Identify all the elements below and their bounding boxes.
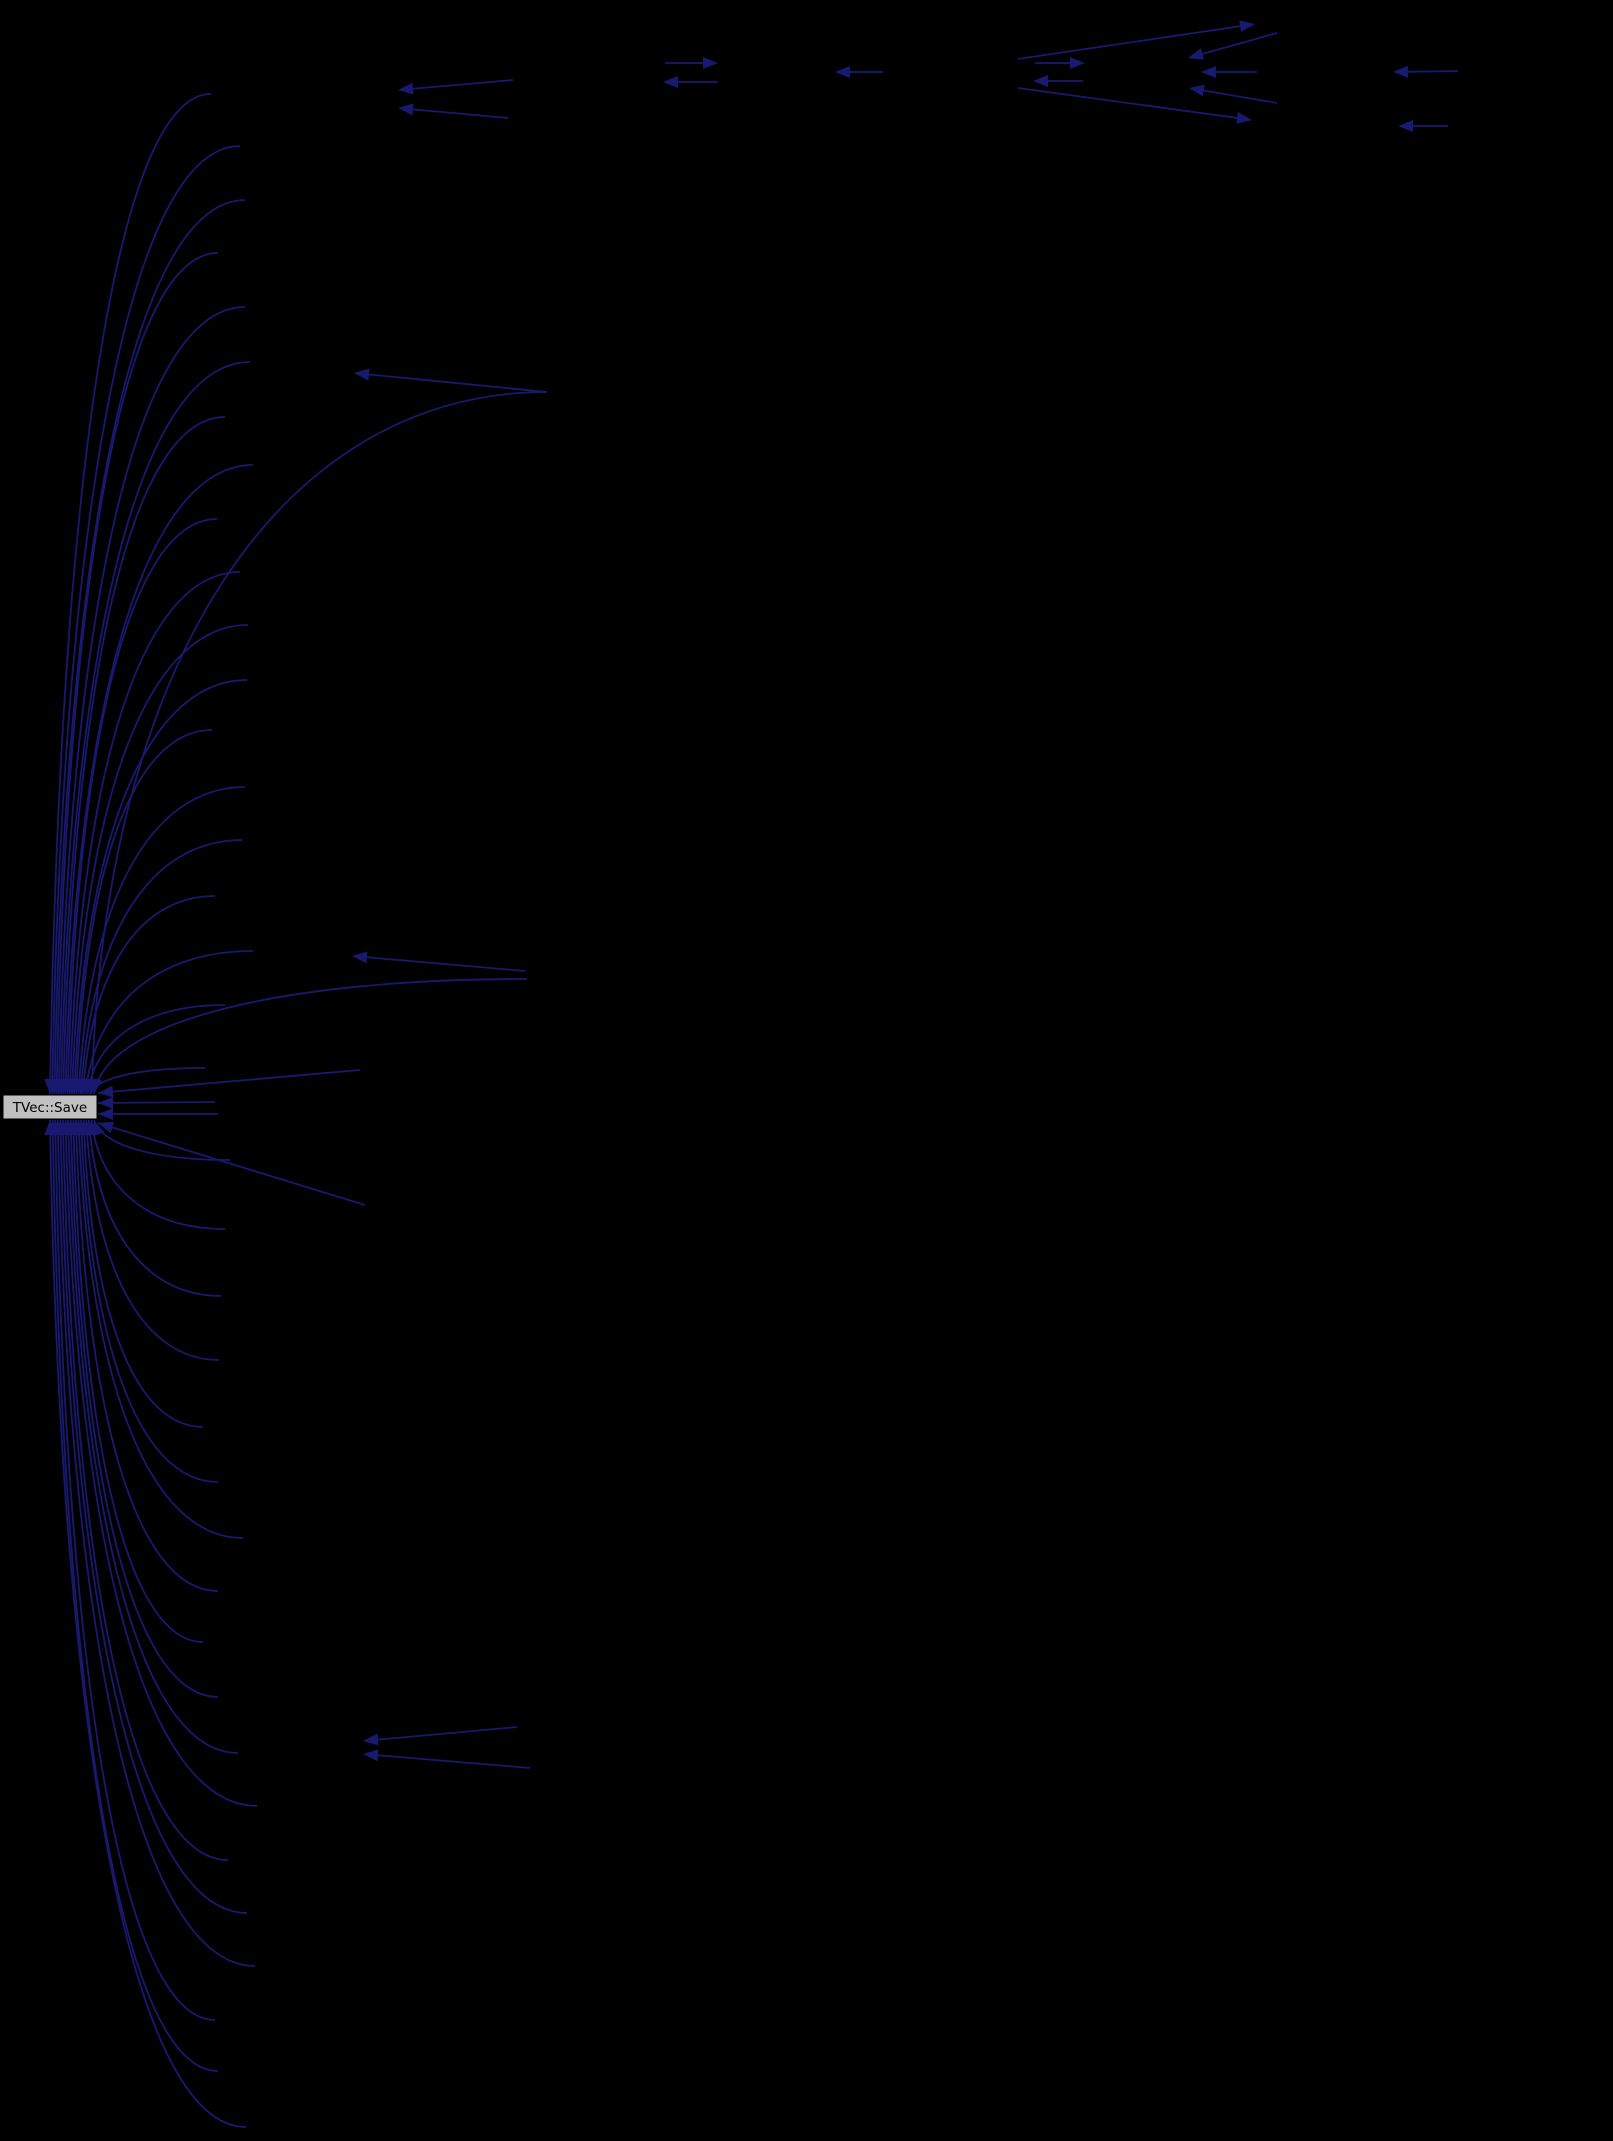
- caller-edge: [365, 373, 548, 393]
- caller-edge: [60, 361, 251, 1095]
- caller-edge: [409, 79, 514, 90]
- edge-arrowhead-icon: [835, 66, 850, 78]
- edge-arrowhead-icon: [398, 103, 414, 116]
- caller-edge: [62, 1119, 229, 1861]
- caller-edge: [71, 624, 249, 1095]
- caller-edge: [59, 1119, 248, 1914]
- caller-edge: [56, 1119, 256, 1967]
- edge-arrowhead-icon: [98, 1096, 114, 1109]
- caller-edge: [51, 1119, 219, 2072]
- caller-edge: [97, 1069, 361, 1094]
- edge-arrowhead-icon: [703, 57, 718, 69]
- edge-arrowhead-icon: [98, 1108, 113, 1120]
- caller-edge: [85, 1119, 220, 1361]
- edge-arrowhead-icon: [98, 1085, 114, 1098]
- caller-edge: [69, 1119, 219, 1698]
- function-node-box: [2, 1094, 98, 1120]
- caller-edge: [1199, 32, 1278, 56]
- caller-edge: [82, 1119, 204, 1428]
- caller-edge: [73, 679, 248, 1095]
- edge-arrowhead-icon: [1189, 84, 1205, 97]
- caller-edge: [1017, 24, 1244, 60]
- caller-edge: [64, 464, 254, 1095]
- caller-edge: [1404, 70, 1459, 73]
- caller-edge: [68, 571, 241, 1095]
- edge-layer: [44, 20, 1459, 2128]
- caller-edge: [49, 93, 212, 1095]
- caller-edge: [75, 729, 213, 1095]
- edge-arrowhead-icon: [1236, 112, 1252, 124]
- edge-arrowhead-icon: [44, 1120, 57, 1136]
- edge-arrowhead-icon: [1188, 48, 1205, 60]
- caller-edge: [93, 1119, 231, 1161]
- caller-edge: [64, 1119, 258, 1807]
- caller-edge: [363, 956, 526, 972]
- caller-edge: [67, 1119, 239, 1754]
- caller-edge: [374, 1726, 518, 1741]
- caller-edge: [90, 391, 548, 1095]
- edge-arrowhead-icon: [90, 1078, 103, 1094]
- edge-arrowhead-icon: [354, 368, 370, 381]
- caller-edge: [74, 1119, 219, 1592]
- edge-arrowhead-icon: [1070, 57, 1085, 69]
- caller-edge: [1017, 87, 1241, 120]
- caller-edge: [77, 786, 246, 1095]
- edge-arrowhead-icon: [363, 1749, 379, 1762]
- edge-arrowhead-icon: [1239, 20, 1255, 33]
- edge-arrowhead-icon: [363, 1733, 379, 1746]
- caller-edge: [97, 1122, 366, 1206]
- caller-edge: [53, 199, 246, 1095]
- caller-edge: [79, 839, 243, 1095]
- caller-edge: [1200, 89, 1278, 104]
- caller-edge: [84, 950, 254, 1095]
- edge-arrowhead-icon: [1398, 120, 1413, 132]
- caller-edge: [90, 1119, 226, 1230]
- edge-arrowhead-icon: [398, 82, 414, 95]
- caller-edge: [374, 1754, 531, 1769]
- edge-arrowhead-icon: [1393, 65, 1409, 78]
- caller-edge: [97, 1101, 216, 1104]
- caller-edge: [409, 108, 509, 119]
- function-node-label: TVec::Save: [12, 1100, 87, 1116]
- edge-arrowhead-icon: [98, 1121, 115, 1134]
- edge-arrowhead-icon: [352, 951, 368, 964]
- caller-edge: [72, 1119, 204, 1643]
- caller-edge: [62, 416, 226, 1095]
- edge-arrowhead-icon: [1033, 75, 1048, 87]
- caller-edge: [93, 978, 528, 1095]
- caller-edge: [51, 145, 241, 1095]
- caller-edge: [87, 1119, 222, 1297]
- edge-arrowhead-icon: [1201, 66, 1216, 78]
- caller-edge: [49, 1119, 247, 2128]
- caller-edge: [82, 895, 216, 1095]
- caller-edge: [57, 306, 246, 1095]
- caller-edge: [54, 1119, 216, 2021]
- caller-edge: [77, 1119, 244, 1539]
- caller-edge: [66, 518, 218, 1095]
- caller-edge: [55, 252, 219, 1095]
- caller-edge: [80, 1119, 219, 1483]
- edge-arrowhead-icon: [663, 76, 678, 88]
